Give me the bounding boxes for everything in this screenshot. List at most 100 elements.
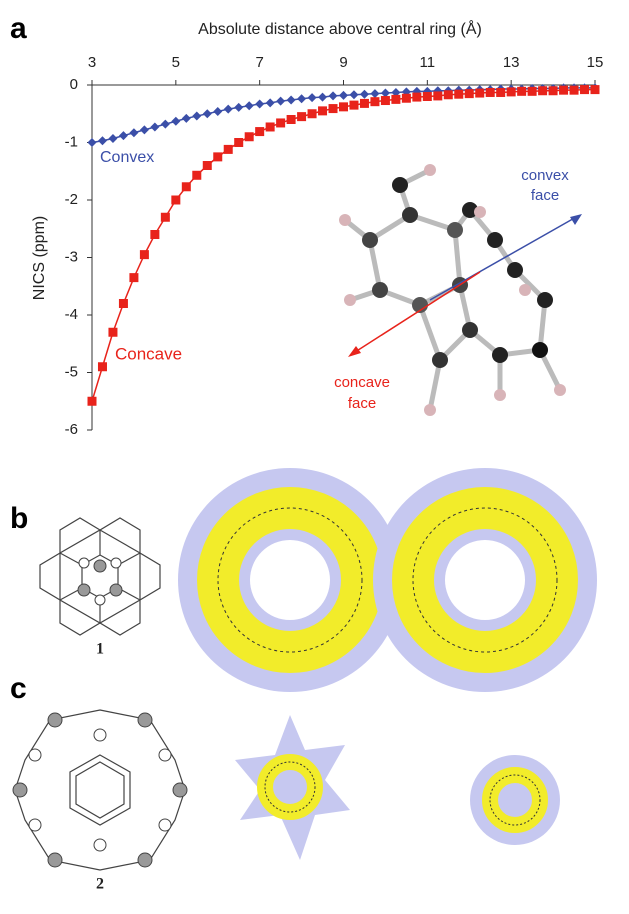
y-tick-label: -6 bbox=[65, 421, 78, 438]
marker bbox=[359, 98, 369, 108]
marker bbox=[129, 128, 139, 138]
marker bbox=[401, 93, 411, 103]
marker bbox=[255, 127, 265, 137]
marker bbox=[118, 299, 128, 308]
marker bbox=[160, 119, 170, 129]
marker bbox=[464, 89, 474, 99]
marker bbox=[202, 161, 212, 170]
marker bbox=[297, 112, 307, 122]
arrow-head bbox=[348, 346, 361, 357]
legend-label: Convex bbox=[100, 149, 154, 166]
marker bbox=[391, 94, 401, 104]
marker bbox=[443, 90, 453, 100]
x-tick-label: 3 bbox=[88, 54, 96, 71]
y-tick-label: -3 bbox=[65, 248, 78, 265]
y-tick-label: -2 bbox=[65, 191, 78, 208]
marker bbox=[181, 182, 191, 192]
x-tick-label: 13 bbox=[503, 54, 520, 71]
marker bbox=[454, 89, 464, 99]
marker bbox=[339, 102, 348, 112]
marker bbox=[276, 118, 286, 128]
marker bbox=[527, 86, 537, 96]
marker bbox=[590, 85, 600, 95]
marker bbox=[286, 115, 296, 124]
panel-label: b bbox=[10, 502, 28, 535]
y-tick-label: -1 bbox=[65, 133, 78, 150]
annotation: concave bbox=[334, 374, 390, 391]
legend-label: Concave bbox=[115, 344, 182, 363]
y-tick-label: -5 bbox=[65, 363, 78, 380]
marker bbox=[370, 89, 380, 99]
marker bbox=[569, 85, 579, 95]
compound-2-structure bbox=[14, 709, 186, 871]
marker bbox=[244, 132, 254, 142]
marker bbox=[380, 88, 390, 98]
marker bbox=[328, 104, 338, 114]
compound-label: 2 bbox=[96, 876, 104, 893]
compound-2-atoms bbox=[12, 712, 188, 868]
panel-label: c bbox=[10, 672, 27, 705]
marker bbox=[559, 85, 569, 95]
marker bbox=[234, 102, 244, 112]
x-tick-label: 9 bbox=[339, 54, 347, 71]
annotation: face bbox=[348, 395, 376, 412]
marker bbox=[297, 94, 307, 104]
marker bbox=[307, 93, 317, 103]
x-tick-label: 11 bbox=[420, 54, 436, 71]
marker bbox=[129, 273, 139, 283]
marker bbox=[87, 138, 97, 147]
x-tick-label: 15 bbox=[587, 54, 604, 71]
marker bbox=[307, 109, 317, 119]
marker bbox=[276, 96, 286, 106]
marker bbox=[181, 113, 191, 123]
x-tick-label: 7 bbox=[255, 54, 263, 71]
marker bbox=[192, 111, 202, 121]
marker bbox=[412, 92, 422, 102]
marker bbox=[244, 101, 254, 111]
arrow-head bbox=[570, 214, 582, 225]
marker bbox=[265, 122, 275, 132]
marker bbox=[265, 98, 275, 108]
marker bbox=[139, 250, 149, 260]
y-tick-label: -4 bbox=[65, 306, 78, 323]
marker bbox=[422, 92, 432, 101]
marker bbox=[97, 362, 107, 372]
marker bbox=[223, 104, 233, 114]
marker bbox=[475, 88, 485, 98]
marker bbox=[548, 86, 558, 96]
convex-arrow bbox=[429, 215, 579, 301]
compound-1-structure bbox=[39, 517, 161, 636]
compound-label: 1 bbox=[96, 641, 104, 658]
marker bbox=[286, 95, 296, 105]
marker bbox=[349, 100, 359, 110]
marker bbox=[213, 106, 223, 116]
marker bbox=[370, 97, 380, 107]
current-density-map bbox=[235, 715, 560, 860]
concave-arrow bbox=[351, 271, 481, 355]
marker bbox=[349, 90, 359, 100]
current-density-map bbox=[178, 468, 597, 692]
marker bbox=[150, 122, 160, 132]
marker bbox=[339, 90, 348, 100]
marker bbox=[359, 89, 369, 99]
panel-label: a bbox=[10, 12, 27, 45]
marker bbox=[108, 327, 118, 337]
marker bbox=[234, 138, 244, 147]
marker bbox=[108, 133, 118, 143]
marker bbox=[318, 92, 328, 102]
marker bbox=[213, 152, 223, 162]
marker bbox=[506, 87, 516, 97]
marker bbox=[580, 85, 590, 95]
marker bbox=[538, 86, 548, 96]
marker bbox=[380, 96, 390, 106]
marker bbox=[496, 87, 506, 97]
marker bbox=[171, 195, 181, 205]
x-axis-title: Absolute distance above central ring (Å) bbox=[198, 19, 482, 38]
marker bbox=[223, 144, 233, 154]
marker bbox=[118, 131, 128, 141]
annotation: convex bbox=[521, 167, 569, 184]
y-axis-title: NICS (ppm) bbox=[31, 216, 48, 300]
marker bbox=[202, 109, 212, 119]
